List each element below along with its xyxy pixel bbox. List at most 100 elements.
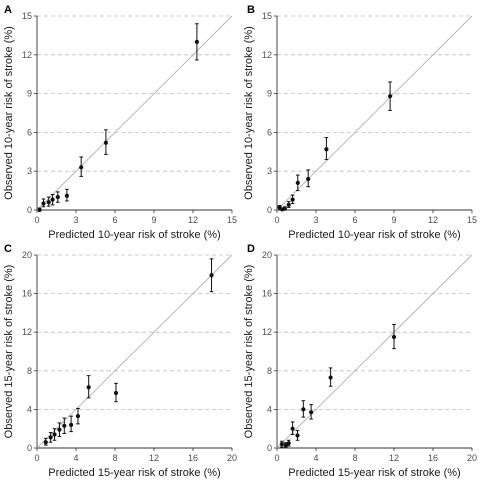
- x-tick-label: 9: [391, 215, 396, 225]
- panel-a: A 0 3 6 9 12 15 0 3 6 9 12 15 Predicted 10-year risk …: [3, 4, 237, 241]
- data-point: [328, 375, 333, 380]
- panel-label: A: [4, 4, 12, 16]
- reference-line: [36, 254, 233, 449]
- panel-label: D: [247, 243, 255, 255]
- x-axis-label: Predicted 15-year risk of stroke (%): [48, 467, 220, 479]
- data-point: [86, 385, 91, 390]
- x-tick-label: 16: [428, 453, 438, 463]
- data-point: [48, 435, 53, 440]
- x-tick-label: 4: [313, 453, 318, 463]
- data-point: [209, 273, 214, 278]
- reference-line: [276, 254, 473, 449]
- x-tick-label: 0: [274, 215, 279, 225]
- panel-b: B 0 3 6 9 12 15 0 3 6 9 12 15 Predicted 10-year risk …: [243, 4, 477, 241]
- x-tick-label: 12: [389, 453, 399, 463]
- data-point: [290, 426, 295, 431]
- data-point: [57, 427, 62, 432]
- data-point: [46, 200, 51, 205]
- data-point: [194, 39, 199, 44]
- data-point: [295, 180, 300, 185]
- y-tick-label: 3: [267, 166, 272, 176]
- x-tick-label: 8: [112, 453, 117, 463]
- data-point: [286, 202, 291, 207]
- data-point: [301, 407, 306, 412]
- y-axis-label: Observed 15-year risk of stroke (%): [3, 265, 15, 439]
- y-tick-label: 12: [22, 327, 32, 337]
- y-tick-label: 6: [267, 127, 272, 137]
- y-tick-label: 20: [22, 250, 32, 260]
- data-point: [79, 165, 84, 170]
- data-point: [324, 147, 329, 152]
- x-tick-label: 12: [428, 215, 438, 225]
- data-point: [64, 193, 69, 198]
- panel-d: D 0 4 8 12 16 20 0 4 8 12 16 20 Predicted 15-year ris…: [243, 243, 477, 479]
- data-point: [43, 440, 48, 445]
- data-point: [69, 422, 74, 427]
- y-tick-label: 15: [262, 11, 272, 21]
- x-tick-label: 9: [151, 215, 156, 225]
- y-tick-label: 9: [267, 89, 272, 99]
- x-tick-label: 12: [188, 215, 198, 225]
- x-tick-label: 20: [227, 453, 237, 463]
- data-point: [52, 432, 57, 437]
- panel-label: B: [247, 4, 255, 16]
- data-point: [309, 410, 314, 415]
- x-tick-label: 12: [149, 453, 159, 463]
- y-tick-label: 16: [262, 289, 272, 299]
- data-point: [113, 390, 119, 396]
- data-point: [62, 423, 67, 428]
- x-axis-label: Predicted 15-year risk of stroke (%): [288, 467, 460, 479]
- data-point: [55, 194, 60, 200]
- y-tick-label: 15: [22, 11, 32, 21]
- reference-line: [36, 15, 233, 211]
- y-tick-label: 12: [22, 50, 32, 60]
- x-tick-label: 0: [274, 453, 279, 463]
- x-tick-label: 6: [352, 215, 357, 225]
- y-tick-label: 20: [262, 250, 272, 260]
- data-point: [50, 197, 55, 202]
- y-tick-label: 12: [262, 50, 272, 60]
- y-tick-label: 4: [267, 404, 272, 414]
- y-axis-label: Observed 15-year risk of stroke (%): [243, 265, 255, 439]
- data-point: [388, 94, 393, 99]
- data-point: [103, 140, 108, 145]
- data-point: [391, 334, 397, 340]
- data-point: [306, 176, 311, 182]
- data-point: [286, 441, 291, 446]
- y-axis-label: Observed 10-year risk of stroke (%): [243, 26, 255, 200]
- y-tick-label: 9: [27, 89, 32, 99]
- data-point: [295, 433, 300, 438]
- y-tick-label: 0: [267, 205, 272, 215]
- x-tick-label: 3: [73, 215, 78, 225]
- panel-c: C 0 4 8 12 16 20 0 4 8 12 16 20 Predicted 15-year ris…: [3, 243, 237, 479]
- x-tick-label: 4: [73, 453, 78, 463]
- x-tick-label: 15: [467, 215, 477, 225]
- y-tick-label: 0: [27, 205, 32, 215]
- y-tick-label: 12: [262, 327, 272, 337]
- data-point: [75, 414, 81, 419]
- y-axis-label: Observed 10-year risk of stroke (%): [3, 26, 15, 200]
- x-tick-label: 8: [352, 453, 357, 463]
- y-tick-label: 8: [267, 366, 272, 376]
- x-tick-label: 0: [34, 215, 39, 225]
- data-point: [41, 201, 46, 206]
- data-point: [279, 442, 284, 447]
- y-tick-label: 6: [27, 127, 32, 137]
- data-point: [37, 207, 42, 213]
- reference-line: [276, 15, 473, 211]
- x-tick-label: 20: [467, 453, 477, 463]
- x-tick-label: 16: [188, 453, 198, 463]
- x-tick-label: 6: [112, 215, 117, 225]
- x-axis-label: Predicted 10-year risk of stroke (%): [288, 229, 460, 241]
- y-tick-label: 8: [27, 366, 32, 376]
- y-tick-label: 16: [22, 289, 32, 299]
- data-point: [290, 197, 295, 202]
- y-tick-label: 0: [27, 443, 32, 453]
- x-tick-label: 15: [227, 215, 237, 225]
- y-tick-label: 0: [267, 443, 272, 453]
- panel-label: C: [4, 243, 12, 255]
- data-point: [282, 206, 287, 211]
- x-tick-label: 3: [313, 215, 318, 225]
